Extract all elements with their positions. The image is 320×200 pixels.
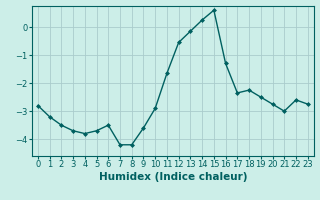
X-axis label: Humidex (Indice chaleur): Humidex (Indice chaleur) [99,172,247,182]
